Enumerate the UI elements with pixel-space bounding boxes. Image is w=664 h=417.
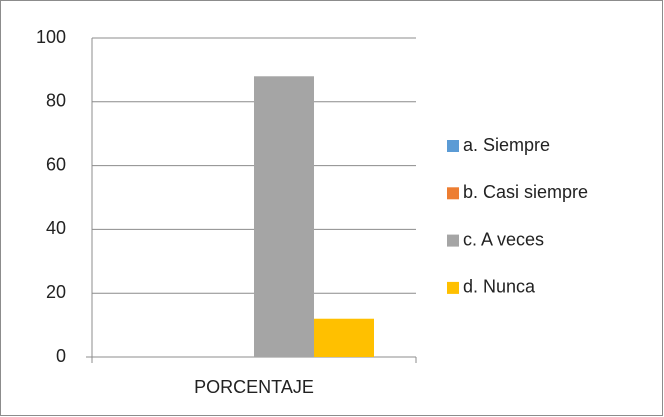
legend-swatch [447, 281, 459, 294]
y-tick-label: 80 [46, 91, 66, 111]
legend-label: d. Nunca [463, 277, 536, 297]
bar [254, 76, 314, 357]
y-tick-label: 100 [36, 27, 66, 47]
y-tick-label: 60 [46, 154, 66, 174]
legend-swatch [447, 187, 459, 200]
legend-label: a. Siempre [463, 135, 550, 155]
y-tick-label: 20 [46, 282, 66, 302]
bar [314, 318, 374, 357]
y-tick-label: 0 [56, 346, 66, 366]
legend-label: c. A veces [463, 229, 544, 249]
legend-swatch [447, 140, 459, 152]
x-tick-label: PORCENTAJE [194, 377, 314, 397]
legend-label: b. Casi siempre [463, 182, 588, 202]
y-tick-label: 40 [46, 218, 66, 238]
legend-swatch [447, 234, 459, 247]
